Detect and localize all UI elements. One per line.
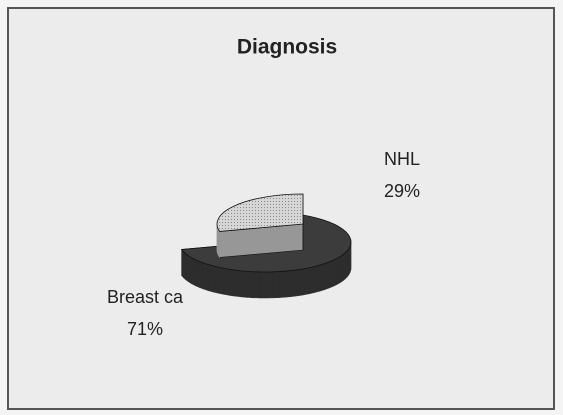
slice-wall [188, 255, 192, 285]
slice-wall [279, 270, 286, 298]
slice-wall [303, 267, 310, 296]
slice-wall [185, 253, 189, 283]
slice-wall [229, 268, 236, 297]
slice-wall [266, 271, 274, 299]
slice-wall [181, 248, 184, 279]
slice-wall [223, 267, 230, 296]
slice-wall [212, 265, 219, 294]
slice-wall [324, 261, 330, 291]
slice-value-label: 71% [127, 319, 163, 339]
slice-wall [191, 257, 196, 287]
slice-wall [319, 263, 325, 292]
slice-wall [241, 270, 248, 298]
slice-label: NHL [384, 149, 420, 169]
slice-wall [328, 259, 334, 289]
slice-wall [272, 271, 280, 299]
pie-slice [216, 193, 304, 259]
chart-title: Diagnosis [237, 36, 337, 59]
slice-wall [183, 250, 187, 281]
slice-wall [203, 262, 209, 291]
slice-wall [339, 254, 344, 284]
slice-wall [194, 259, 200, 288]
slice-wall [345, 249, 348, 280]
slice-wall [217, 266, 224, 295]
slice-wall [308, 266, 315, 295]
slice-wall [198, 260, 204, 290]
slice-label: Breast ca [107, 287, 184, 307]
slice-top [216, 193, 304, 232]
slice-wall [285, 270, 293, 298]
slice-wall [247, 271, 255, 299]
slice-wall [297, 268, 304, 297]
slice-wall [291, 269, 299, 297]
slice-wall [253, 271, 261, 299]
slice-wall [259, 271, 267, 299]
slice-wall [342, 251, 346, 282]
slice-wall [332, 258, 337, 287]
slice-wall [207, 264, 214, 293]
slice-value-label: 29% [384, 181, 420, 201]
slice-wall [336, 256, 341, 286]
slice-wall [234, 269, 242, 298]
slice-wall [314, 264, 320, 293]
